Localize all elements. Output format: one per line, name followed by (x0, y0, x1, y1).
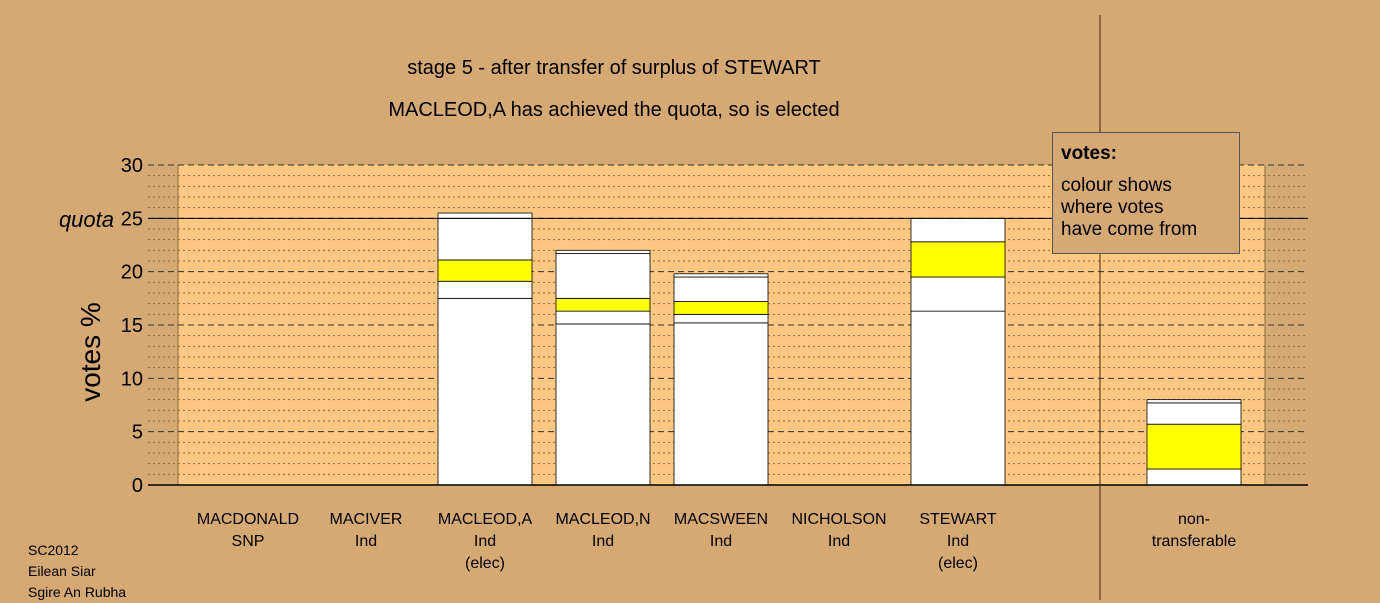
x-tick-label: transferable (1152, 533, 1237, 550)
x-tick-label: Ind (474, 533, 496, 550)
chart-subtitle: MACLEOD,A has achieved the quota, so is … (388, 99, 839, 121)
bar-segment (555, 297, 651, 312)
y-tick-label: 25 (121, 208, 143, 230)
bar-segment (1146, 402, 1242, 425)
x-tick-label: Ind (710, 533, 732, 550)
y-tick-label: 10 (121, 368, 143, 390)
bar-segment (1146, 399, 1242, 404)
x-tick-label: Ind (355, 533, 377, 550)
legend: votes: colour shows where votes have com… (1052, 132, 1240, 254)
y-tick-label: 5 (132, 422, 143, 444)
quota-label: quota (59, 207, 114, 232)
y-tick-labels: 0 5 10 15 20 25 30 (121, 155, 143, 497)
bar-segment (910, 276, 1006, 312)
x-tick-labels: MACDONALD SNP MACIVER Ind MACLEOD,A Ind (elec)… (197, 511, 1236, 572)
legend-line: have come from (1061, 219, 1198, 240)
y-tick-label: 0 (132, 475, 143, 497)
x-tick-label: NICHOLSON (791, 511, 886, 528)
bar-segment (437, 280, 533, 299)
bar-segment (910, 217, 1006, 243)
y-tick-label: 20 (121, 262, 143, 284)
x-tick-label: MACIVER (330, 511, 403, 528)
x-tick-label: MACLEOD,N (555, 511, 650, 528)
bar-segment (673, 273, 769, 278)
y-axis-label: votes % (75, 302, 106, 402)
footer-line: SC2012 (28, 542, 79, 558)
y-tick-label: 30 (121, 155, 143, 177)
x-tick-label: Ind (592, 533, 614, 550)
x-tick-label: SNP (232, 533, 265, 550)
x-tick-label: Ind (828, 533, 850, 550)
x-tick-label: (elec) (938, 555, 978, 572)
bar-segment (437, 259, 533, 282)
bar-segment (437, 297, 533, 486)
bar-segment (555, 253, 651, 299)
bar-segment (673, 301, 769, 315)
footer-line: Eilean Siar (28, 563, 96, 579)
legend-title: votes: (1061, 143, 1117, 164)
x-tick-label: STEWART (919, 511, 997, 528)
x-tick-label: MACLEOD,A (438, 511, 533, 528)
bar-segment (673, 322, 769, 486)
footer-line: Sgire An Rubha (28, 584, 127, 600)
bar-segment (673, 313, 769, 324)
x-tick-label: MACDONALD (197, 511, 299, 528)
bars (437, 212, 1242, 486)
chart-title: stage 5 - after transfer of surplus of S… (407, 57, 821, 79)
bar-segment (910, 310, 1006, 486)
x-tick-label: (elec) (465, 555, 505, 572)
bar-segment (910, 241, 1006, 278)
x-tick-label: non- (1178, 511, 1210, 528)
bar-segment (437, 212, 533, 219)
y-tick-label: 15 (121, 315, 143, 337)
bar-segment (1146, 423, 1242, 470)
legend-line: where votes (1061, 197, 1164, 218)
bar-segment (555, 323, 651, 486)
bar-segment (555, 249, 651, 254)
footer: SC2012 Eilean Siar Sgire An Rubha (28, 540, 126, 603)
legend-line: colour shows (1061, 175, 1172, 196)
bar-segment (437, 217, 533, 261)
bar-segment (1146, 468, 1242, 486)
bar-segment (673, 276, 769, 302)
x-tick-label: MACSWEEN (674, 511, 768, 528)
x-tick-label: Ind (947, 533, 969, 550)
bar-segment (555, 310, 651, 325)
legend-body: colour shows where votes have come from (1061, 175, 1231, 241)
